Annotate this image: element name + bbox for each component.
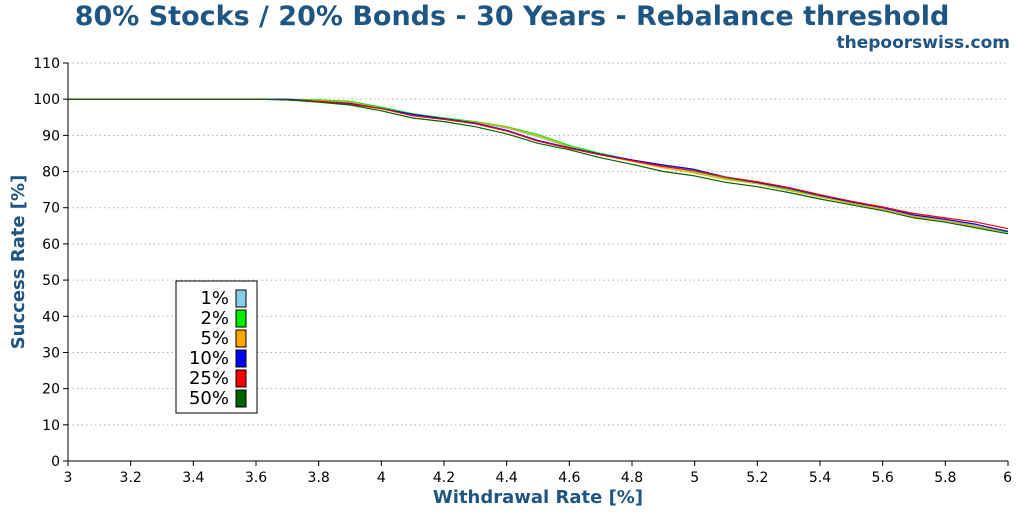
x-tick-label-13: 5.6 (872, 470, 894, 486)
series-line-2pct (68, 98, 1009, 233)
chart-subtitle: thepoorswiss.com (836, 33, 1011, 53)
chart-title: 80% Stocks / 20% Bonds - 30 Years - Reba… (74, 1, 950, 32)
y-tick-label-4: 40 (42, 309, 60, 325)
y-tick-label-10: 100 (33, 92, 60, 108)
grid-lines (68, 62, 1008, 426)
series-line-1pct (68, 98, 1009, 232)
y-tick-label-0: 0 (51, 454, 60, 470)
y-tick-label-2: 20 (42, 382, 60, 398)
x-tick-label-7: 4.4 (496, 470, 518, 486)
x-tick-label-12: 5.4 (809, 470, 831, 486)
legend-label-5pct: 5% (200, 328, 229, 349)
series-line-5pct (68, 98, 1009, 233)
x-tick-label-11: 5.2 (746, 470, 768, 486)
legend-label-25pct: 25% (189, 368, 229, 389)
x-tick-label-6: 4.2 (433, 470, 455, 486)
legend-swatch-5pct (235, 329, 247, 348)
y-tick-label-1: 10 (42, 418, 60, 434)
legend-label-10pct: 10% (189, 348, 229, 369)
series-line-25pct (68, 98, 1009, 230)
legend-swatch-1pct (235, 289, 247, 308)
y-tick-label-9: 90 (42, 128, 60, 144)
x-axis-title: Withdrawal Rate [%] (433, 487, 643, 508)
series-line-50pct (68, 98, 1009, 235)
x-tick-label-0: 3 (64, 470, 73, 486)
y-tick-label-3: 30 (42, 345, 60, 361)
legend-swatch-25pct (235, 369, 247, 388)
x-tick-label-8: 4.6 (558, 470, 580, 486)
legend-swatch-10pct (235, 349, 247, 368)
x-tick-label-14: 5.8 (934, 470, 956, 486)
y-tick-label-6: 60 (42, 237, 60, 253)
legend-swatch-50pct (235, 389, 247, 408)
y-tick-label-5: 50 (42, 273, 60, 289)
x-tick-label-1: 3.2 (120, 470, 142, 486)
axes: 0 10 20 30 40 50 60 70 80 90 100 110 3 3.2 3.4 3.6 3.8 4 4… (33, 56, 1012, 486)
legend-label-2pct: 2% (200, 308, 229, 329)
series-line-10pct (68, 98, 1009, 233)
series-lines (68, 98, 1009, 235)
y-tick-label-11: 110 (33, 56, 60, 72)
x-tick-label-15: 6 (1003, 470, 1012, 486)
x-tick-label-10: 5 (690, 470, 699, 486)
x-tick-label-2: 3.4 (182, 470, 204, 486)
x-tick-label-4: 3.8 (308, 470, 330, 486)
legend: 1%2%5%10%25%50% (175, 280, 258, 414)
x-tick-label-5: 4 (377, 470, 386, 486)
y-axis-title: Success Rate [%] (8, 175, 29, 350)
legend-label-50pct: 50% (189, 388, 229, 409)
y-tick-label-7: 70 (42, 201, 60, 217)
legend-label-1pct: 1% (200, 288, 229, 309)
y-tick-label-8: 80 (42, 165, 60, 181)
x-tick-label-3: 3.6 (245, 470, 267, 486)
legend-swatch-2pct (235, 309, 247, 328)
x-tick-label-9: 4.8 (621, 470, 643, 486)
